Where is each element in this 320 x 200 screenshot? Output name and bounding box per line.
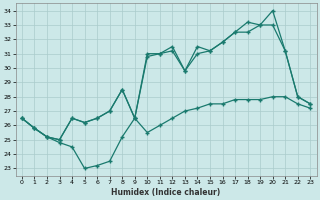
X-axis label: Humidex (Indice chaleur): Humidex (Indice chaleur) bbox=[111, 188, 221, 197]
